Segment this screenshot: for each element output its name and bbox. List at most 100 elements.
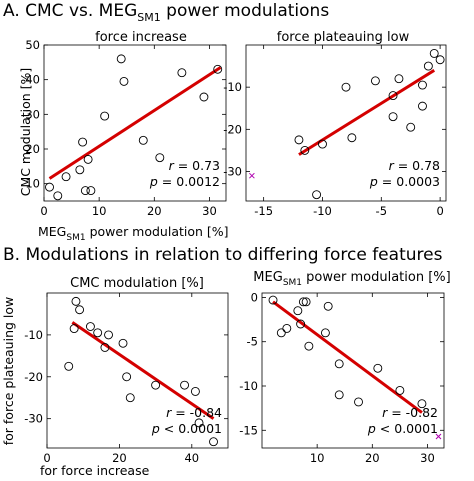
data-point — [100, 343, 110, 352]
data-point — [93, 328, 103, 338]
x-tick-label: -10 — [313, 204, 332, 218]
panel-b2: MEGSM1 power modulation [%] 10 20 30 0 -5 -10… — [239, 270, 451, 465]
data-point — [334, 390, 344, 400]
data-point — [86, 186, 96, 196]
p-value: p = 0.0003 — [369, 174, 440, 189]
ylabel-a: CMC modulation [%] — [18, 68, 33, 197]
plot-frame — [46, 292, 229, 449]
y-tick-label: -20 — [223, 122, 242, 136]
x-tick-label: 20 — [112, 451, 127, 465]
data-point — [155, 153, 165, 163]
data-point — [435, 55, 445, 65]
data-point — [64, 361, 74, 371]
xlabel-b: for force increase — [40, 463, 150, 478]
x-tick-label: 0 — [40, 204, 47, 218]
data-point — [276, 328, 286, 338]
data-point — [323, 301, 333, 311]
y-tick-label: -30 — [24, 412, 43, 426]
outlier-marker — [249, 172, 255, 179]
section-a-title: A. CMC vs. MEGSM1 power modulations — [3, 1, 329, 24]
panel-b2-title: MEGSM1 power modulation [%] — [253, 270, 450, 288]
r-value: r = 0.78 — [389, 158, 440, 173]
plot-frame — [43, 44, 227, 202]
data-point — [138, 135, 148, 145]
data-point — [301, 297, 311, 307]
data-point — [320, 328, 330, 338]
data-point — [213, 64, 223, 74]
data-point — [304, 341, 314, 351]
plot-frame — [245, 44, 447, 202]
data-point — [418, 80, 427, 90]
data-point — [75, 305, 85, 315]
data-point — [347, 133, 357, 143]
data-point — [177, 68, 187, 78]
data-point — [199, 92, 209, 102]
data-point — [312, 190, 322, 200]
data-point — [294, 135, 304, 145]
data-point — [119, 76, 129, 86]
data-point — [71, 296, 81, 306]
data-point — [118, 338, 128, 348]
data-point — [388, 112, 398, 122]
x-tick-label: -5 — [376, 204, 387, 218]
data-point — [334, 359, 344, 369]
data-point — [69, 324, 79, 334]
data-point — [194, 418, 204, 428]
x-tick-label: -15 — [254, 204, 273, 218]
r-value: r = 0.73 — [169, 158, 220, 173]
data-point — [429, 48, 439, 58]
ylabel-b: for force plateauing low — [1, 297, 16, 446]
data-point — [406, 122, 416, 132]
p-value: p < 0.0001 — [367, 421, 438, 436]
y-tick-label: -10 — [223, 80, 242, 94]
data-point — [116, 54, 126, 64]
y-tick-label: -10 — [239, 379, 258, 393]
panel-b1-title: CMC modulation [%] — [70, 276, 204, 291]
r-value: r = -0.82 — [382, 405, 438, 420]
data-point — [293, 306, 303, 316]
data-point — [298, 297, 308, 307]
panel-b1: CMC modulation [%] 0 20 40 -10 -20 -30 r = -0.… — [24, 276, 229, 465]
x-tick-label: 40 — [184, 451, 199, 465]
y-tick-label: 40 — [25, 73, 40, 87]
regression-line — [71, 321, 215, 420]
data-point — [388, 91, 398, 101]
data-point — [83, 154, 93, 164]
x-tick-label: 20 — [147, 204, 162, 218]
plot-frame — [261, 292, 445, 449]
panel-a1-title: force increase — [95, 30, 187, 45]
y-tick-label: 10 — [25, 177, 40, 191]
data-point — [423, 61, 433, 71]
x-tick-label: 0 — [436, 204, 443, 218]
data-point — [394, 74, 404, 84]
data-point — [341, 82, 351, 92]
x-tick-label: 10 — [92, 204, 107, 218]
x-tick-label: 10 — [310, 451, 325, 465]
data-point — [45, 182, 54, 192]
y-tick-label: 0 — [251, 290, 258, 304]
y-tick-label: 20 — [25, 142, 40, 156]
x-tick-label: 30 — [420, 451, 435, 465]
data-point — [318, 139, 327, 149]
data-point — [75, 165, 85, 175]
data-point — [418, 101, 427, 111]
data-point — [151, 380, 161, 390]
data-point — [180, 380, 190, 390]
regression-line — [272, 300, 423, 414]
y-tick-label: -15 — [239, 423, 258, 437]
y-tick-label: -5 — [247, 335, 258, 349]
data-point — [268, 295, 278, 305]
panel-a2: force plateauing low -15 -10 -5 0 -10 -20 -30 r… — [223, 30, 447, 218]
xlabel-a: MEGSM1 power modulation [%] — [38, 224, 229, 243]
x-tick-label: 30 — [202, 204, 217, 218]
data-point — [85, 322, 95, 331]
y-tick-label: 30 — [25, 107, 40, 121]
data-point — [122, 372, 132, 382]
regression-line — [48, 66, 222, 180]
data-point — [190, 386, 200, 396]
data-point — [354, 397, 363, 407]
data-point — [282, 323, 292, 333]
data-point — [296, 319, 306, 329]
